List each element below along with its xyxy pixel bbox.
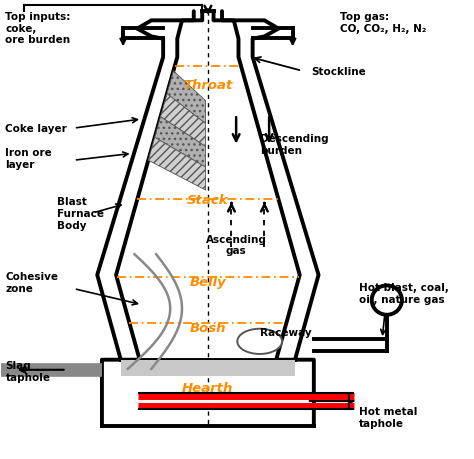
Polygon shape: [167, 72, 206, 124]
Text: Raceway: Raceway: [260, 327, 311, 337]
Text: Top inputs:
coke,
ore burden: Top inputs: coke, ore burden: [5, 12, 71, 45]
Polygon shape: [121, 360, 295, 376]
Text: Iron ore
layer: Iron ore layer: [5, 148, 52, 169]
Text: Blast
Furnace
Body: Blast Furnace Body: [57, 197, 104, 230]
Text: Cohesive
zone: Cohesive zone: [5, 271, 58, 293]
Text: Hearth: Hearth: [182, 381, 234, 394]
Text: Hot metal
taphole: Hot metal taphole: [358, 406, 417, 428]
Polygon shape: [161, 95, 206, 147]
Text: Stack: Stack: [187, 193, 228, 206]
Text: Ascending
gas: Ascending gas: [206, 234, 266, 256]
Circle shape: [372, 286, 402, 315]
Polygon shape: [155, 118, 206, 168]
Text: Stockline: Stockline: [311, 67, 366, 77]
Text: Hot blast, coal,
oil, nature gas: Hot blast, coal, oil, nature gas: [358, 283, 448, 304]
Text: Coke layer: Coke layer: [5, 124, 67, 134]
Ellipse shape: [237, 329, 282, 354]
Text: Belly: Belly: [190, 276, 226, 289]
Text: Slag
taphole: Slag taphole: [5, 361, 50, 382]
Text: Top gas:
CO, CO₂, H₂, N₂: Top gas: CO, CO₂, H₂, N₂: [340, 12, 426, 34]
Text: Throat: Throat: [183, 79, 233, 92]
Polygon shape: [148, 138, 206, 190]
Text: Descending
burden: Descending burden: [260, 134, 328, 156]
Text: Bosh: Bosh: [190, 321, 226, 334]
